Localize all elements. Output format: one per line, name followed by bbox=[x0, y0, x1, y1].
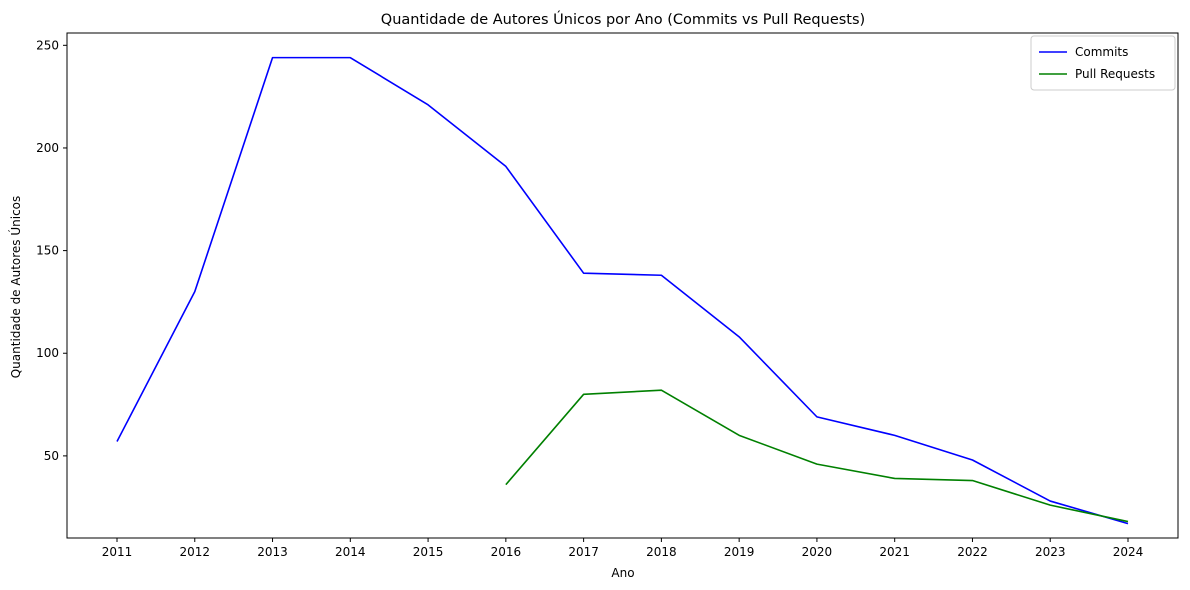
x-tick-label: 2019 bbox=[724, 545, 755, 559]
legend-label-commits: Commits bbox=[1075, 45, 1128, 59]
chart-title: Quantidade de Autores Únicos por Ano (Co… bbox=[381, 10, 865, 28]
plot-area bbox=[116, 56, 1129, 525]
x-tick-label: 2016 bbox=[491, 545, 522, 559]
plot-frame bbox=[66, 32, 1179, 539]
legend: Commits Pull Requests bbox=[1030, 35, 1176, 91]
y-tick-label: 150 bbox=[36, 244, 59, 258]
x-tick-label: 2018 bbox=[646, 545, 677, 559]
series-line-commits bbox=[116, 56, 1129, 525]
x-axis-label: Ano bbox=[611, 566, 634, 580]
x-tick-label: 2013 bbox=[257, 545, 288, 559]
x-tick-label: 2023 bbox=[1035, 545, 1066, 559]
x-tick-label: 2022 bbox=[957, 545, 988, 559]
legend-label-pull-requests: Pull Requests bbox=[1075, 67, 1155, 81]
y-tick-label: 100 bbox=[36, 346, 59, 360]
y-tick-label: 50 bbox=[44, 449, 59, 463]
x-tick-label: 2012 bbox=[179, 545, 210, 559]
x-tick-label: 2021 bbox=[879, 545, 910, 559]
x-tick-label: 2024 bbox=[1113, 545, 1144, 559]
x-tick-label: 2015 bbox=[413, 545, 444, 559]
x-tick-label: 2011 bbox=[102, 545, 133, 559]
y-tick-label: 250 bbox=[36, 38, 59, 52]
x-tick-label: 2017 bbox=[568, 545, 599, 559]
x-tick-label: 2020 bbox=[802, 545, 833, 559]
axes: 2011 2012 2013 2014 2015 2016 2017 2018 2019 2020… bbox=[36, 32, 1179, 559]
y-tick-label: 200 bbox=[36, 141, 59, 155]
legend-box bbox=[1030, 35, 1176, 91]
x-tick-label: 2014 bbox=[335, 545, 366, 559]
y-axis-label: Quantidade de Autores Únicos bbox=[8, 196, 23, 379]
series-line-pull-requests bbox=[505, 389, 1129, 523]
